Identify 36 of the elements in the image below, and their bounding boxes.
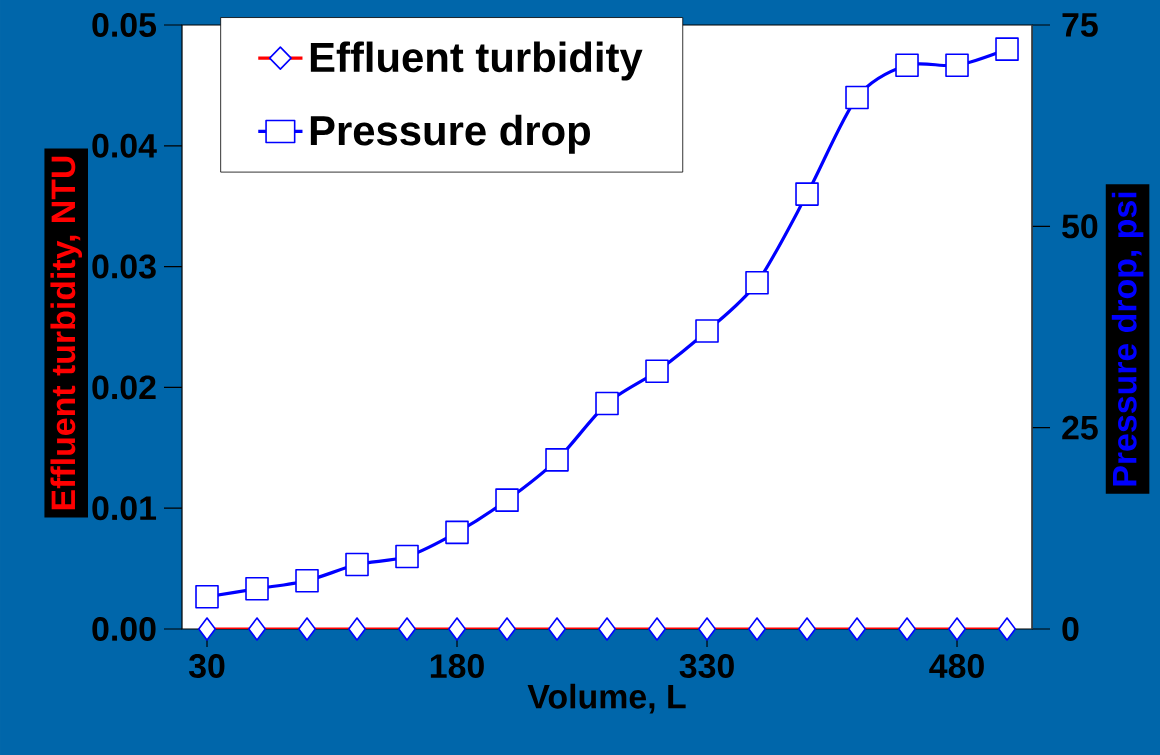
- point: [895, 53, 919, 78]
- legend-label: Effluent turbidity: [310, 41, 643, 81]
- point: [295, 568, 319, 593]
- point: [345, 552, 369, 577]
- y2-tick-label: 0: [1062, 617, 1079, 641]
- point: [545, 448, 569, 472]
- point: [995, 37, 1019, 61]
- point: [845, 85, 869, 110]
- y-tick-label: 0.05: [92, 13, 157, 37]
- x-tick-label: 480: [929, 654, 984, 679]
- legend-label: Pressure drop: [310, 114, 590, 154]
- point: [745, 270, 769, 295]
- y-axis-title: Effluent turbidity, NTU: [50, 156, 82, 510]
- y-tick-label: 0.01: [92, 496, 157, 521]
- y-tick-label: 0.03: [92, 254, 156, 279]
- x-axis-title: Volume, L: [527, 683, 686, 714]
- x-tick-label: 30: [188, 654, 225, 679]
- y-tick-label: 0.00: [92, 617, 156, 641]
- y2-tick-label: 25: [1062, 415, 1098, 440]
- point: [595, 391, 619, 416]
- y2-tick-label: 50: [1062, 214, 1098, 239]
- point: [645, 359, 669, 384]
- point: [245, 576, 269, 601]
- point: [195, 584, 219, 609]
- y-tick-label: 0.02: [92, 375, 156, 400]
- point: [445, 520, 469, 545]
- y-tick-label: 0.04: [92, 133, 157, 158]
- point: [395, 544, 419, 569]
- point: [945, 53, 969, 78]
- point: [695, 319, 719, 343]
- y2-axis-title: Pressure drop, psi: [1111, 192, 1144, 486]
- x-tick-label: 180: [430, 654, 484, 679]
- y2-tick-label: 75: [1062, 13, 1098, 37]
- point: [795, 182, 819, 206]
- point: [495, 488, 519, 512]
- x-tick-label: 330: [679, 654, 734, 679]
